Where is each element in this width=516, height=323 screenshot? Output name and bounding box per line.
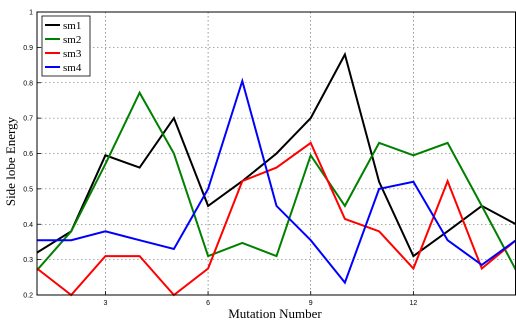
legend-label-sm1: sm1 (63, 20, 81, 32)
series-line-sm4 (37, 77, 516, 285)
series-line-sm2 (36, 90, 516, 271)
axis-ticks: 0.2 0.3 0.4 0.5 0.6 0.7 0.8 0.9 1 3 6 9 12 (23, 10, 417, 308)
y-tick-label: 0.4 (23, 222, 33, 229)
legend-label-sm4: sm4 (63, 62, 82, 74)
legend: sm1 sm2 sm3 sm4 (41, 15, 91, 77)
y-tick-label: 0.3 (23, 257, 33, 264)
x-tick-label: 6 (206, 300, 210, 307)
x-tick-label: 9 (309, 300, 313, 307)
y-tick-label: 0.5 (23, 186, 33, 193)
y-tick-label: 0.8 (23, 80, 33, 87)
series-line-sm1 (36, 51, 516, 258)
x-tick-label: 12 (409, 300, 417, 307)
legend-label-sm2: sm2 (63, 34, 81, 46)
y-tick-label: 0.9 (23, 45, 33, 52)
grid-lines (37, 12, 516, 295)
y-tick-label: 0.6 (23, 151, 33, 158)
y-tick-label: 0.7 (23, 116, 33, 123)
y-tick-label: 0.2 (23, 293, 33, 300)
x-tick-label: 3 (103, 300, 107, 307)
series-line-sm3 (36, 141, 516, 297)
legend-label-sm3: sm3 (63, 48, 82, 60)
x-axis-label: Mutation Number (228, 306, 322, 321)
series-lines (36, 51, 516, 297)
y-tick-label: 1 (29, 10, 33, 17)
y-axis-label: Side lobe Energy (3, 116, 18, 206)
